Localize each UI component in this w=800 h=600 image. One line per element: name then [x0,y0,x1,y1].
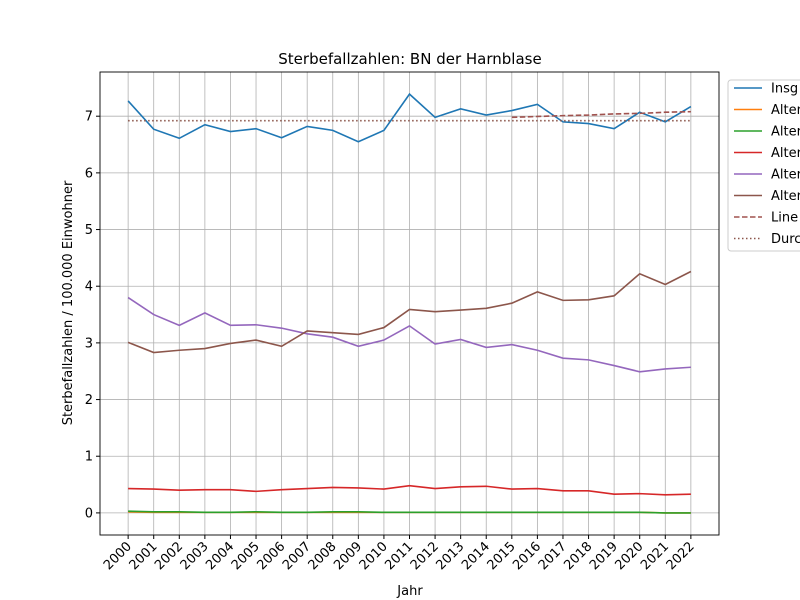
legend-box [727,79,800,252]
y-tick-label: 6 [85,166,93,181]
y-tick-label: 3 [85,336,93,351]
legend-label: Alter [771,146,800,161]
series-line [128,484,691,496]
legend-label: Alter [771,125,800,140]
x-axis-label: Jahr [396,584,423,599]
series-line [127,270,692,354]
y-tick-label: 2 [85,393,93,408]
y-tick-label: 7 [85,110,93,125]
legend-label: Durc [771,232,800,247]
legend-label: Alter [771,168,800,183]
legend-label: Alter [771,189,800,204]
legend-label: Line [771,211,798,226]
plot-frame [99,71,720,536]
y-tick-label: 1 [85,450,93,465]
legend-label: Insg [771,82,798,97]
y-tick-label: 5 [85,223,93,238]
series-line [127,296,691,373]
series-line [511,110,691,119]
y-axis-label: Sterbefallzahlen / 100.000 Einwohner [61,180,76,425]
legend-label: Alter [771,103,800,118]
y-tick-label: 4 [85,280,93,295]
y-tick-label: 0 [85,506,93,521]
series-line [127,92,692,143]
chart-title: Sterbefallzahlen: BN der Harnblase [278,50,541,68]
series-line [128,510,691,514]
